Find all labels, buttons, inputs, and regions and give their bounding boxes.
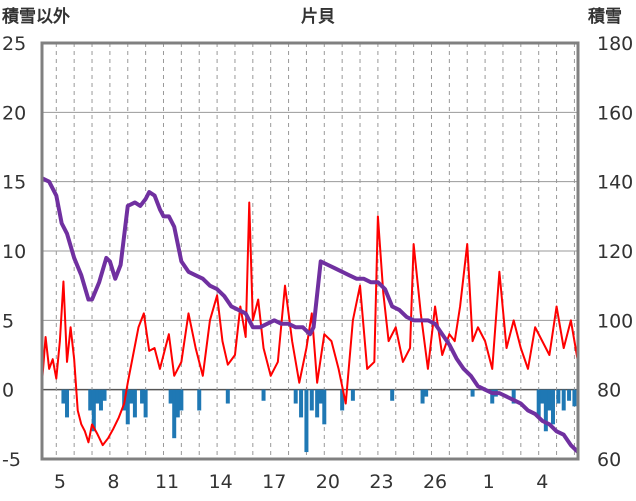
right-tick-label: 60 [597,449,621,471]
right-tick-label: 180 [597,33,633,55]
precipitation-bar [98,389,103,411]
x-tick-label: 23 [369,471,393,493]
precipitation-bar [125,389,130,425]
right-tick-label: 80 [597,380,621,402]
precipitation-bar [143,389,148,418]
precipitation-bars [61,389,577,453]
precipitation-bar [547,389,552,411]
precipitation-bar [315,389,320,418]
precipitation-bar [261,389,266,401]
plot-frame [40,41,580,461]
precipitation-bar [102,389,107,401]
precipitation-bar [322,389,327,425]
left-tick-label: 10 [2,241,26,263]
temperature-line [41,201,579,447]
right-tick-label: 120 [597,241,633,263]
x-tick-label: 14 [209,471,233,493]
right-tick-label: 140 [597,172,633,194]
precipitation-bar [304,389,309,453]
precipitation-bar [175,389,180,418]
snow-depth-line [41,176,580,454]
precipitation-bar [179,389,184,411]
right-axis-label: 積雪 [588,6,622,27]
precipitation-bar [65,389,70,418]
left-tick-label: 0 [2,380,14,402]
precipitation-bar [293,389,298,404]
precipitation-bar [129,389,134,404]
left-tick-label: 15 [2,172,26,194]
precipitation-bar [556,389,561,404]
precipitation-bar [536,389,541,418]
series-lines [41,176,580,454]
x-tick-label: 5 [54,471,66,493]
chart-title: 片貝 [301,6,335,27]
x-tick-label: 17 [262,471,286,493]
precipitation-bar [567,389,572,401]
precipitation-bar [424,389,429,397]
x-tick-label: 1 [483,471,495,493]
x-tick-label: 20 [316,471,340,493]
precipitation-bar [197,389,202,411]
precipitation-bar [318,389,323,404]
left-tick-label: 5 [2,310,14,332]
left-tick-label: -5 [2,449,21,471]
precipitation-bar [140,389,145,404]
precipitation-bar [95,389,100,404]
x-tick-label: 4 [536,471,548,493]
precipitation-bar [420,389,425,404]
precipitation-bar [168,389,173,404]
right-tick-label: 100 [597,310,633,332]
left-tick-label: 25 [2,33,26,55]
x-tick-label: 11 [155,471,179,493]
left-axis-label: 積雪以外 [2,6,70,27]
precipitation-bar [540,389,545,404]
precipitation-bar [350,389,355,401]
precipitation-bar [561,389,566,411]
precipitation-bar [511,389,516,404]
precipitation-bar [299,389,304,418]
precipitation-bar [550,389,555,425]
precipitation-bar [172,389,177,439]
precipitation-bar [132,389,137,418]
precipitation-bar [390,389,395,401]
precipitation-bar [543,389,548,432]
precipitation-bar [309,389,314,411]
precipitation-bar [225,389,230,404]
precipitation-bar [61,389,66,404]
x-tick-label: 26 [423,471,447,493]
right-tick-label: 160 [597,102,633,124]
precipitation-bar [470,389,475,397]
left-tick-label: 20 [2,102,26,124]
precipitation-bar [490,389,495,404]
x-tick-label: 8 [107,471,119,493]
precipitation-bar [340,389,345,411]
precipitation-bar [91,389,96,432]
precipitation-bar [88,389,93,411]
precipitation-bar [572,389,577,407]
